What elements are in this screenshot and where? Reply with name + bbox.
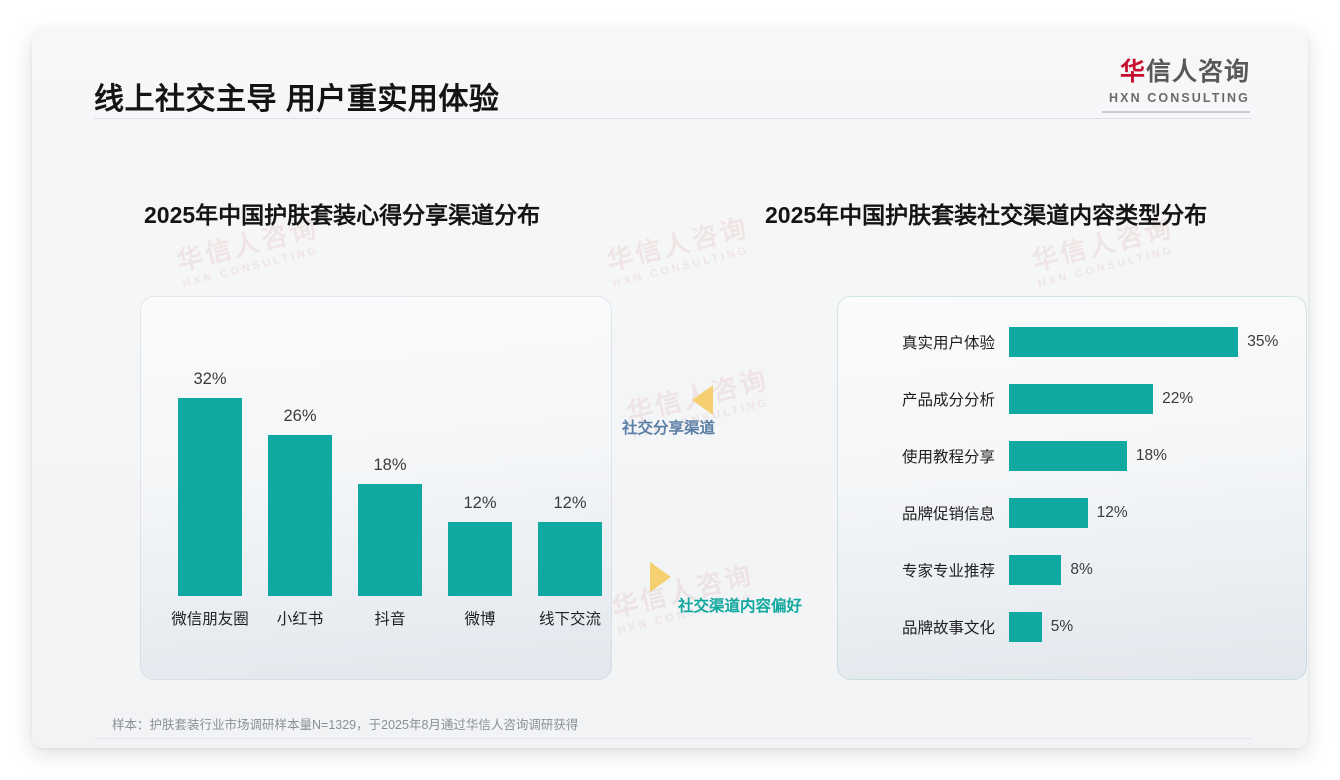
bar-group: 32% 微信朋友圈 <box>171 370 249 628</box>
bar-category-label: 专家专业推荐 <box>901 563 995 580</box>
vertical-bar-chart: 32% 微信朋友圈 26% 小红书 18% 抖音 12% 微博 12% 线下交流 <box>140 296 612 680</box>
bar-row: 真实用户体验 35% <box>837 327 1307 357</box>
bar-category-label: 小红书 <box>276 611 324 628</box>
annotation-label: 社交分享渠道 <box>622 420 716 437</box>
triangle-right-icon <box>650 562 671 592</box>
watermark-en: HXN CONSULTING <box>611 243 751 290</box>
bar-value-label: 35% <box>1247 333 1279 350</box>
logo-rest-chars: 信人咨询 <box>1145 58 1250 86</box>
bar-row: 品牌故事文化 5% <box>837 612 1307 642</box>
bar-row: 产品成分分析 22% <box>837 384 1307 414</box>
triangle-left-icon <box>692 385 713 415</box>
bar-value-label: 12% <box>553 493 587 512</box>
bar-category-label: 真实用户体验 <box>901 335 995 352</box>
bar-value-label: 26% <box>283 406 317 425</box>
watermark-en: HXN CONSULTING <box>181 243 321 290</box>
chart-title-left: 2025年中国护肤套装心得分享渠道分布 <box>144 202 541 228</box>
annotation-label: 社交渠道内容偏好 <box>678 598 803 615</box>
watermark: 华信人咨询 HXN CONSULTING <box>604 211 756 291</box>
bar-category-label: 微信朋友圈 <box>171 611 249 628</box>
bar-category-label: 抖音 <box>374 611 406 628</box>
vertical-bar-chart-panel: 32% 微信朋友圈 26% 小红书 18% 抖音 12% 微博 12% 线下交流 <box>140 296 612 680</box>
bar-fill <box>268 434 332 596</box>
bar-category-label: 微博 <box>464 611 496 628</box>
bar-group: 12% 线下交流 <box>538 494 602 628</box>
horizontal-bar-chart: 真实用户体验 35% 产品成分分析 22% 使用教程分享 18% 品牌促销信息 12% 专家专业… <box>837 296 1307 680</box>
slide-canvas: 线上社交主导 用户重实用体验 华信人咨询 HXN CONSULTING 华信人咨… <box>32 30 1308 748</box>
horizontal-bar-chart-panel: 真实用户体验 35% 产品成分分析 22% 使用教程分享 18% 品牌促销信息 12% 专家专业… <box>837 296 1307 680</box>
brand-logo: 华信人咨询 HXN CONSULTING <box>1102 60 1250 113</box>
logo-english-text: HXN CONSULTING <box>1109 91 1250 105</box>
bar-group: 26% 小红书 <box>268 407 332 628</box>
bar-fill <box>1009 555 1062 585</box>
bar-row: 使用教程分享 18% <box>837 441 1307 471</box>
bar-fill <box>1009 441 1127 471</box>
footer-divider <box>94 738 1252 739</box>
bar-group: 18% 抖音 <box>358 456 422 628</box>
bar-value-label: 32% <box>193 369 227 388</box>
header-divider <box>94 118 1252 119</box>
bar-fill <box>358 484 422 596</box>
bar-value-label: 12% <box>463 493 497 512</box>
sample-footnote: 样本：护肤套装行业市场调研样本量N=1329，于2025年8月通过华信人咨询调研… <box>112 718 579 732</box>
logo-chinese-text: 华信人咨询 <box>1102 60 1250 85</box>
bar-value-label: 22% <box>1162 390 1194 407</box>
chart-title-right: 2025年中国护肤套装社交渠道内容类型分布 <box>765 202 1208 228</box>
bar-value-label: 12% <box>1096 504 1128 521</box>
bar-category-label: 使用教程分享 <box>901 449 995 466</box>
logo-accent-char: 华 <box>1119 58 1146 86</box>
bar-value-label: 18% <box>373 456 407 475</box>
bar-fill <box>448 521 512 596</box>
slide-header: 线上社交主导 用户重实用体验 华信人咨询 HXN CONSULTING <box>32 30 1308 122</box>
bar-fill <box>538 521 602 596</box>
bar-fill <box>1009 327 1239 357</box>
bar-category-label: 品牌促销信息 <box>901 506 995 523</box>
watermark-cn: 华信人咨询 <box>603 212 752 277</box>
bar-value-label: 8% <box>1070 561 1093 578</box>
bar-category-label: 线下交流 <box>538 611 602 628</box>
bar-group: 12% 微博 <box>448 494 512 628</box>
watermark-en: HXN CONSULTING <box>1036 243 1176 290</box>
bar-row: 品牌促销信息 12% <box>837 498 1307 528</box>
bar-fill <box>1009 612 1042 642</box>
bar-fill <box>1009 384 1154 414</box>
bar-fill <box>1009 498 1088 528</box>
logo-underline <box>1102 110 1250 113</box>
bar-value-label: 5% <box>1050 618 1074 635</box>
bar-fill <box>178 397 242 596</box>
bar-category-label: 产品成分分析 <box>901 392 995 409</box>
page-title: 线上社交主导 用户重实用体验 <box>94 83 500 116</box>
bar-row: 专家专业推荐 8% <box>837 555 1307 585</box>
bar-category-label: 品牌故事文化 <box>901 620 995 637</box>
bar-value-label: 18% <box>1135 447 1167 464</box>
